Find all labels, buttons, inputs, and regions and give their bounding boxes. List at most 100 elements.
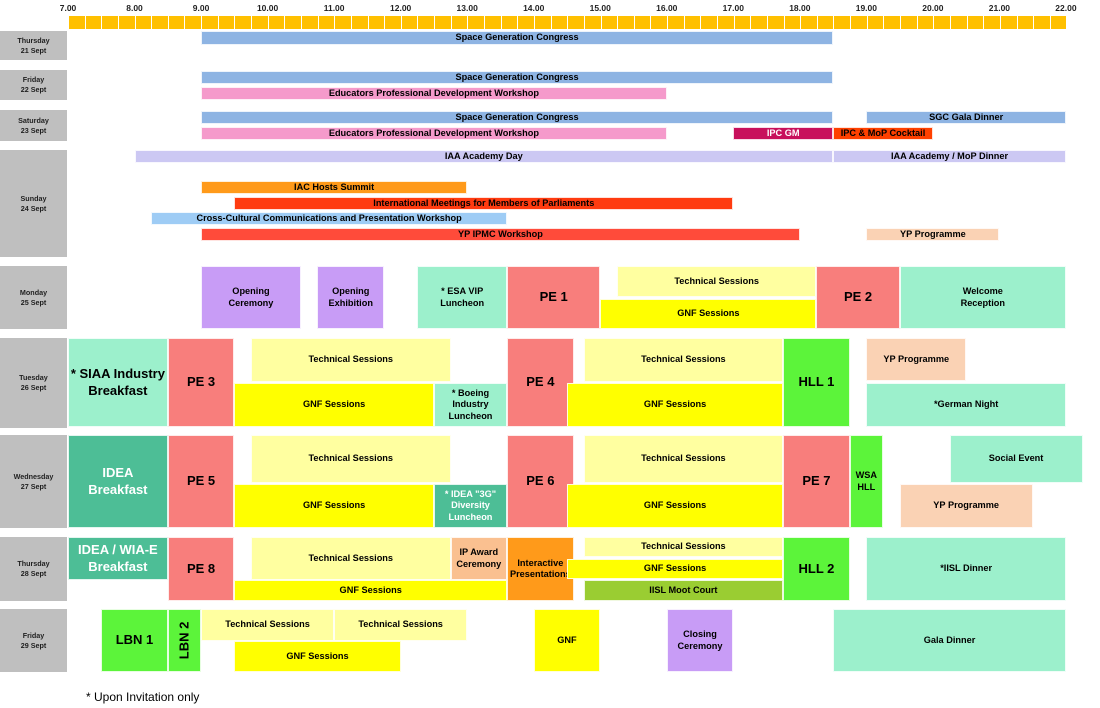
event-block: Closing Ceremony xyxy=(666,609,734,672)
ruler-tick xyxy=(284,16,301,29)
hour-label: 15.00 xyxy=(589,3,611,13)
day-label: Thursday 28 Sept xyxy=(0,537,67,601)
ruler-tick xyxy=(833,16,851,29)
event-block: IDEA / WIA-E Breakfast xyxy=(68,537,168,580)
event-block: Technical Sessions xyxy=(250,338,451,382)
event-block: Gala Dinner xyxy=(833,609,1066,672)
ruler-tick xyxy=(450,16,468,29)
footnote: * Upon Invitation only xyxy=(86,690,200,704)
event-block: Welcome Reception xyxy=(899,266,1066,329)
hour-labels: 7.00 8.00 9.00 10.00 11.00 12.00 13.00 14.00 15.… xyxy=(0,0,1100,16)
event-block: GNF Sessions xyxy=(234,383,434,427)
day-label: Saturday 23 Sept xyxy=(0,110,67,141)
event-block: Opening Exhibition xyxy=(317,266,384,329)
ruler-tick xyxy=(517,16,534,29)
hour-label: 21.00 xyxy=(988,3,1011,13)
time-ruler xyxy=(68,16,1067,29)
event-block: Cross-Cultural Communications and Presen… xyxy=(151,212,508,225)
event-block: GNF Sessions xyxy=(234,580,508,601)
event-block: HLL 1 xyxy=(783,338,850,427)
event-block: YP Programme xyxy=(866,228,1000,241)
ruler-tick xyxy=(716,16,734,29)
event-block: Interactive Presentations xyxy=(507,537,574,601)
day-label: Tuesday 26 Sept xyxy=(0,338,67,428)
event-block: YP IPMC Workshop xyxy=(201,228,800,241)
event-block: Educators Professional Development Works… xyxy=(201,127,667,140)
day-label: Sunday 24 Sept xyxy=(0,150,67,257)
event-block: GNF Sessions xyxy=(566,383,784,427)
event-block: * Boeing Industry Luncheon xyxy=(433,383,508,427)
hour-label: 18.00 xyxy=(789,3,811,13)
ruler-tick xyxy=(949,16,967,29)
ruler-tick xyxy=(267,16,285,29)
ruler-tick xyxy=(251,16,268,29)
event-block: *IISL Dinner xyxy=(866,537,1066,601)
event-block: Technical Sessions xyxy=(583,435,784,483)
ruler-tick xyxy=(583,16,601,29)
event-block: * IDEA "3G" Diversity Luncheon xyxy=(433,484,508,528)
day-label: Friday 22 Sept xyxy=(0,70,67,100)
ruler-tick xyxy=(933,16,950,29)
ruler-tick xyxy=(117,16,135,29)
ruler-tick xyxy=(151,16,168,29)
ruler-tick xyxy=(550,16,568,29)
event-block: IPC & MoP Cocktail xyxy=(833,127,933,140)
event-block: PE 4 xyxy=(507,338,574,427)
hour-label: 13.00 xyxy=(456,3,478,13)
ruler-tick xyxy=(1033,16,1050,29)
day-label: Thursday 21 Sept xyxy=(0,31,67,60)
ruler-tick xyxy=(400,16,418,29)
ruler-tick xyxy=(134,16,152,29)
hour-label: 17.00 xyxy=(722,3,744,13)
event-block: PE 7 xyxy=(783,435,850,528)
ruler-tick xyxy=(334,16,351,29)
hour-label: 22.00 xyxy=(1055,3,1077,13)
day-label: Friday 29 Sept xyxy=(0,609,67,672)
ruler-tick xyxy=(650,16,668,29)
ruler-tick xyxy=(68,16,85,29)
event-block: Technical Sessions xyxy=(201,609,335,641)
ruler-tick xyxy=(633,16,651,29)
event-block: IDEA Breakfast xyxy=(68,435,168,528)
event-block: PE 3 xyxy=(167,338,235,427)
ruler-tick xyxy=(84,16,102,29)
event-block: IAA Academy / MoP Dinner xyxy=(833,150,1066,163)
event-block: Social Event xyxy=(949,435,1083,483)
ruler-tick xyxy=(900,16,917,29)
event-block: GNF Sessions xyxy=(600,299,817,329)
ruler-tick xyxy=(300,16,318,29)
ruler-tick xyxy=(800,16,817,29)
event-block: Space Generation Congress xyxy=(201,111,834,124)
event-block: IPC GM xyxy=(733,127,834,140)
event-block: Opening Ceremony xyxy=(201,266,301,329)
event-block: Space Generation Congress xyxy=(201,71,834,84)
event-block: GNF xyxy=(533,609,601,672)
event-block: PE 8 xyxy=(167,537,235,601)
event-block: LBN 1 xyxy=(101,609,168,672)
ruler-tick xyxy=(700,16,717,29)
event-block: Technical Sessions xyxy=(583,338,784,382)
hour-label: 16.00 xyxy=(656,3,678,13)
day-label: Monday 25 Sept xyxy=(0,266,67,329)
event-block: YP Programme xyxy=(866,338,967,381)
ruler-tick xyxy=(816,16,834,29)
ruler-tick xyxy=(766,16,784,29)
ruler-tick xyxy=(883,16,901,29)
event-block: PE 6 xyxy=(507,435,574,528)
ruler-tick xyxy=(733,16,751,29)
event-block: WSA HLL xyxy=(849,435,883,528)
event-block: IAA Academy Day xyxy=(134,150,834,163)
event-block: GNF Sessions xyxy=(566,559,784,579)
hour-label: 12.00 xyxy=(390,3,412,13)
event-block: GNF Sessions xyxy=(566,484,784,528)
event-block: Technical Sessions xyxy=(583,537,784,557)
hour-label: 8.00 xyxy=(126,3,143,13)
event-block: SGC Gala Dinner xyxy=(866,111,1066,124)
ruler-tick xyxy=(916,16,934,29)
event-block: Technical Sessions xyxy=(616,266,817,297)
ruler-tick xyxy=(201,16,218,29)
ruler-tick xyxy=(667,16,684,29)
ruler-tick xyxy=(750,16,767,29)
event-block: GNF Sessions xyxy=(234,484,434,528)
